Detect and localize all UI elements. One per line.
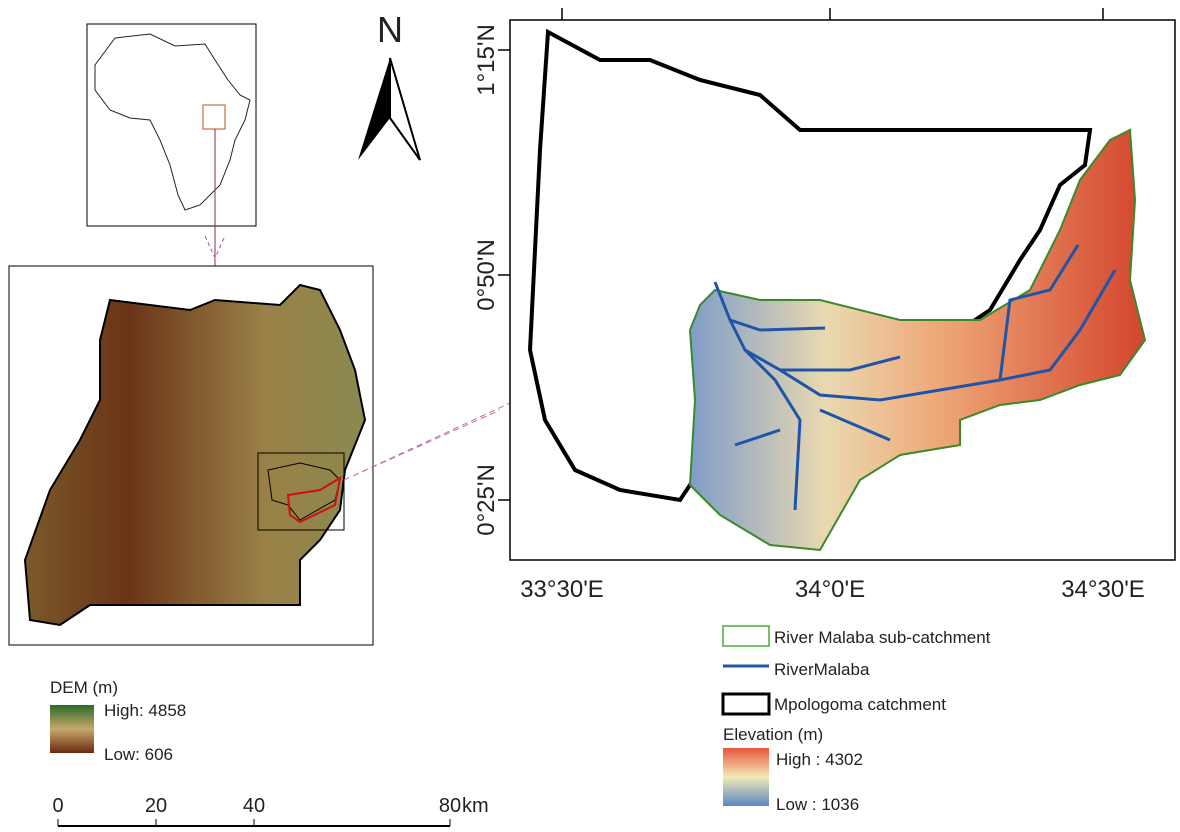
uganda-dem (23, 283, 367, 627)
north-arrow-right (389, 57, 421, 161)
dem-ramp (50, 705, 94, 753)
legend-label: River Malaba sub-catchment (774, 628, 991, 647)
scale-label: 0 (52, 795, 63, 817)
zoom-box (257, 452, 345, 531)
mini-subcatchment (286, 476, 342, 524)
legend-label: RiverMalaba (774, 660, 870, 679)
lat-label: 0°50'N (473, 239, 500, 311)
africa-frame (86, 23, 257, 227)
scale-label: 20 (145, 795, 167, 817)
legend-label: Mpologoma catchment (774, 695, 946, 714)
legend-swatch (722, 625, 770, 647)
uganda-frame (8, 265, 374, 646)
river-malaba (713, 244, 1117, 511)
dem-title: DEM (m) (50, 678, 118, 697)
north-label: N (377, 9, 403, 50)
lat-label: 0°25'N (473, 464, 500, 536)
dem-low: Low: 606 (104, 745, 173, 764)
scale-unit: km (462, 795, 489, 817)
zoom-connector (343, 402, 511, 481)
lat-label: 1°15'N (473, 24, 500, 96)
north-arrow-left (358, 58, 390, 160)
lon-label: 33°30'E (520, 576, 604, 603)
scale-bar: 0 20 40 80 km (52, 795, 489, 827)
scale-label: 40 (243, 795, 265, 817)
lon-label: 34°30'E (1061, 576, 1145, 603)
legend-title: Elevation (m) (723, 725, 823, 744)
scale-label: 80 (439, 795, 461, 817)
lon-label: 34°0'E (795, 576, 865, 603)
inset-box (202, 104, 226, 130)
legend-swatch (721, 692, 771, 716)
legend-low: Low : 1036 (776, 795, 859, 814)
africa-outline (94, 33, 251, 211)
connector-arrow (204, 235, 226, 260)
elevation-ramp (723, 748, 769, 806)
legend-high: High : 4302 (776, 750, 863, 769)
frame-ticks (498, 8, 1104, 501)
dem-high: High: 4858 (104, 701, 186, 720)
